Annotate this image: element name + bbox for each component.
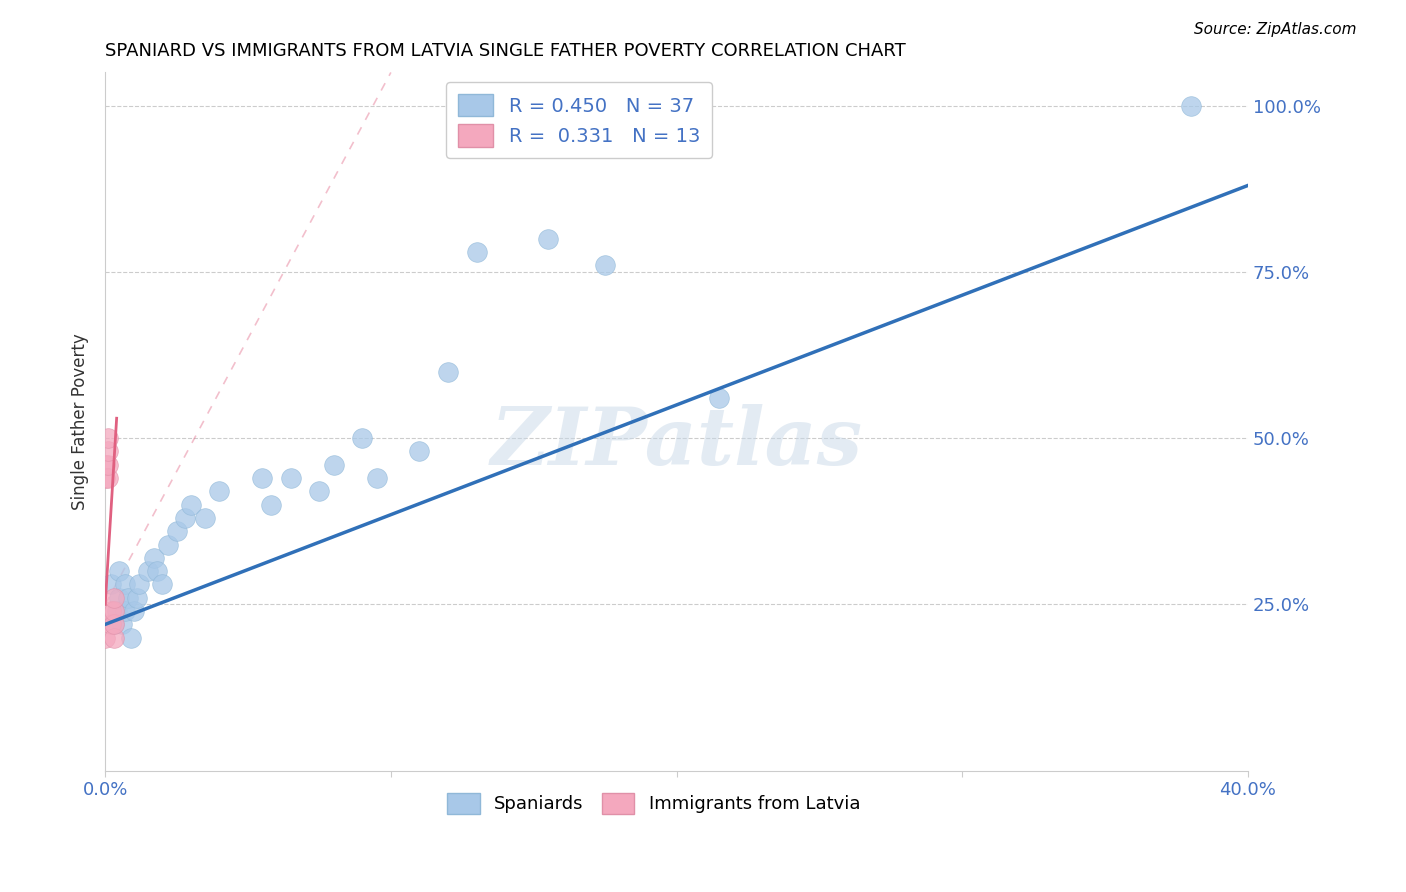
Point [100, 604, 122, 618]
Point [157, 538, 180, 552]
Point [97, 431, 120, 445]
Point [108, 564, 131, 578]
Point [174, 511, 197, 525]
Point [97, 444, 120, 458]
Point [125, 591, 148, 605]
Point [260, 498, 283, 512]
Point [94, 631, 117, 645]
Point [437, 365, 460, 379]
Point [280, 471, 302, 485]
Point [136, 564, 159, 578]
Point [103, 591, 125, 605]
Point [166, 524, 188, 539]
Y-axis label: Single Father Poverty: Single Father Poverty [72, 334, 89, 510]
Point [103, 631, 125, 645]
Point [593, 258, 616, 272]
Point [103, 604, 125, 618]
Point [97, 471, 120, 485]
Point [352, 431, 374, 445]
Point [120, 631, 142, 645]
Point [100, 577, 122, 591]
Point [194, 511, 217, 525]
Point [1180, 98, 1202, 112]
Point [114, 577, 136, 591]
Point [103, 617, 125, 632]
Point [322, 458, 344, 472]
Point [111, 617, 134, 632]
Point [252, 471, 274, 485]
Text: SPANIARD VS IMMIGRANTS FROM LATVIA SINGLE FATHER POVERTY CORRELATION CHART: SPANIARD VS IMMIGRANTS FROM LATVIA SINGL… [105, 42, 905, 60]
Point [145, 564, 167, 578]
Point [408, 444, 430, 458]
Point [97, 458, 120, 472]
Point [128, 577, 150, 591]
Point [537, 232, 560, 246]
Point [142, 550, 165, 565]
Point [465, 244, 488, 259]
Point [103, 617, 125, 632]
Point [105, 604, 128, 618]
Point [150, 577, 173, 591]
Point [114, 604, 136, 618]
Point [108, 591, 131, 605]
Point [94, 471, 117, 485]
Point [122, 604, 145, 618]
Legend: Spaniards, Immigrants from Latvia: Spaniards, Immigrants from Latvia [436, 782, 870, 824]
Point [208, 484, 231, 499]
Point [366, 471, 388, 485]
Point [117, 591, 139, 605]
Text: ZIPatlas: ZIPatlas [491, 404, 863, 482]
Point [709, 392, 731, 406]
Point [100, 617, 122, 632]
Point [94, 458, 117, 472]
Point [308, 484, 330, 499]
Point [180, 498, 202, 512]
Text: Source: ZipAtlas.com: Source: ZipAtlas.com [1194, 22, 1357, 37]
